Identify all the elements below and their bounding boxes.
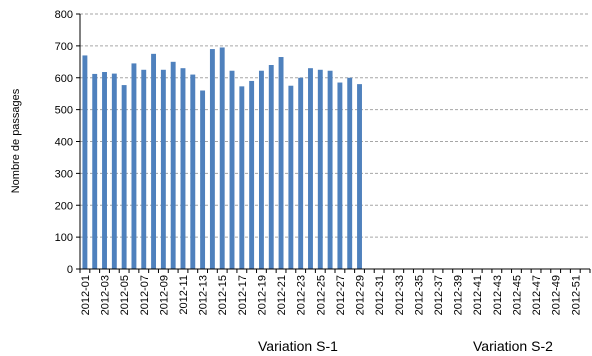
bar-chart: 0 100 200 300 400 500 600 700 800 2012-01 2012-03…: [10, 9, 591, 315]
x-tick-label: 2012-31: [374, 275, 386, 315]
x-tick-label: 2012-01: [80, 275, 92, 315]
bar-2012-27: [337, 82, 343, 269]
y-tick-label: 700: [55, 41, 73, 53]
x-tick-label: 2012-07: [139, 275, 151, 315]
x-tick-label: 2012-05: [119, 275, 131, 315]
y-tick-labels: 0 100 200 300 400 500 600 700 800: [55, 9, 73, 276]
bar-2012-21: [278, 57, 284, 269]
variation-s2-label: Variation S-2: [473, 338, 553, 354]
x-tick-label: 2012-49: [551, 275, 563, 315]
y-tick-label: 200: [55, 200, 73, 212]
y-tick-label: 100: [55, 232, 73, 244]
x-tick-label: 2012-19: [256, 275, 268, 315]
x-tick-label: 2012-51: [570, 275, 582, 315]
bars: [82, 47, 362, 269]
x-tick-label: 2012-47: [531, 275, 543, 315]
bar-2012-06: [131, 63, 137, 269]
bar-2012-17: [239, 86, 245, 269]
bar-2012-02: [92, 73, 98, 269]
bar-2012-11: [180, 68, 186, 269]
bar-2012-01: [82, 55, 88, 269]
x-tick-label: 2012-29: [355, 275, 367, 315]
bar-2012-18: [249, 80, 255, 269]
x-tick-label: 2012-21: [276, 275, 288, 315]
axes: [76, 13, 591, 273]
x-tick-label: 2012-43: [492, 275, 504, 315]
bar-2012-20: [268, 65, 274, 269]
y-tick-label: 800: [55, 9, 73, 21]
x-tick-label: 2012-13: [198, 275, 210, 315]
bar-2012-09: [160, 69, 166, 269]
bar-2012-04: [111, 73, 117, 269]
bar-2012-05: [121, 85, 127, 269]
bar-2012-19: [258, 70, 264, 269]
x-tick-label: 2012-41: [472, 275, 484, 315]
y-tick-label: 400: [55, 137, 73, 149]
bar-2012-22: [288, 85, 294, 269]
x-tick-label: 2012-35: [413, 275, 425, 315]
bar-2012-14: [209, 49, 215, 269]
y-tick-label: 300: [55, 168, 73, 180]
x-tick-label: 2012-27: [335, 275, 347, 315]
bar-2012-16: [229, 70, 235, 269]
bar-2012-26: [327, 70, 333, 269]
x-tick-label: 2012-23: [296, 275, 308, 315]
variation-s1-label: Variation S-1: [258, 338, 338, 354]
bar-2012-13: [200, 90, 206, 269]
bar-2012-08: [151, 53, 157, 269]
x-tick-label: 2012-25: [315, 275, 327, 315]
bar-2012-03: [102, 72, 107, 269]
y-tick-label: 600: [55, 73, 73, 85]
bar-2012-07: [141, 69, 147, 269]
bar-2012-23: [298, 77, 304, 269]
x-tick-label: 2012-03: [100, 275, 112, 315]
x-tick-labels: 2012-01 2012-03 2012-05 2012-07 2012-09 2012-…: [80, 275, 582, 315]
bar-2012-29: [357, 84, 362, 269]
y-axis-label: Nombre de passages: [10, 88, 22, 193]
bar-2012-10: [170, 61, 176, 269]
bar-2012-28: [347, 77, 353, 269]
y-tick-label: 0: [67, 264, 73, 276]
x-tick-label: 2012-37: [433, 275, 445, 315]
x-tick-label: 2012-45: [511, 275, 523, 315]
bar-2012-12: [190, 74, 196, 269]
bar-2012-15: [219, 47, 225, 269]
x-tick-label: 2012-15: [217, 275, 229, 315]
x-tick-label: 2012-17: [237, 275, 249, 315]
bar-2012-25: [317, 69, 323, 269]
gridlines: [80, 13, 590, 238]
bar-2012-24: [308, 68, 313, 269]
x-tick-label: 2012-33: [394, 275, 406, 315]
x-tick-label: 2012-11: [178, 275, 190, 315]
x-tick-label: 2012-09: [158, 275, 170, 315]
x-tick-label: 2012-39: [453, 275, 465, 315]
y-tick-label: 500: [55, 105, 73, 117]
